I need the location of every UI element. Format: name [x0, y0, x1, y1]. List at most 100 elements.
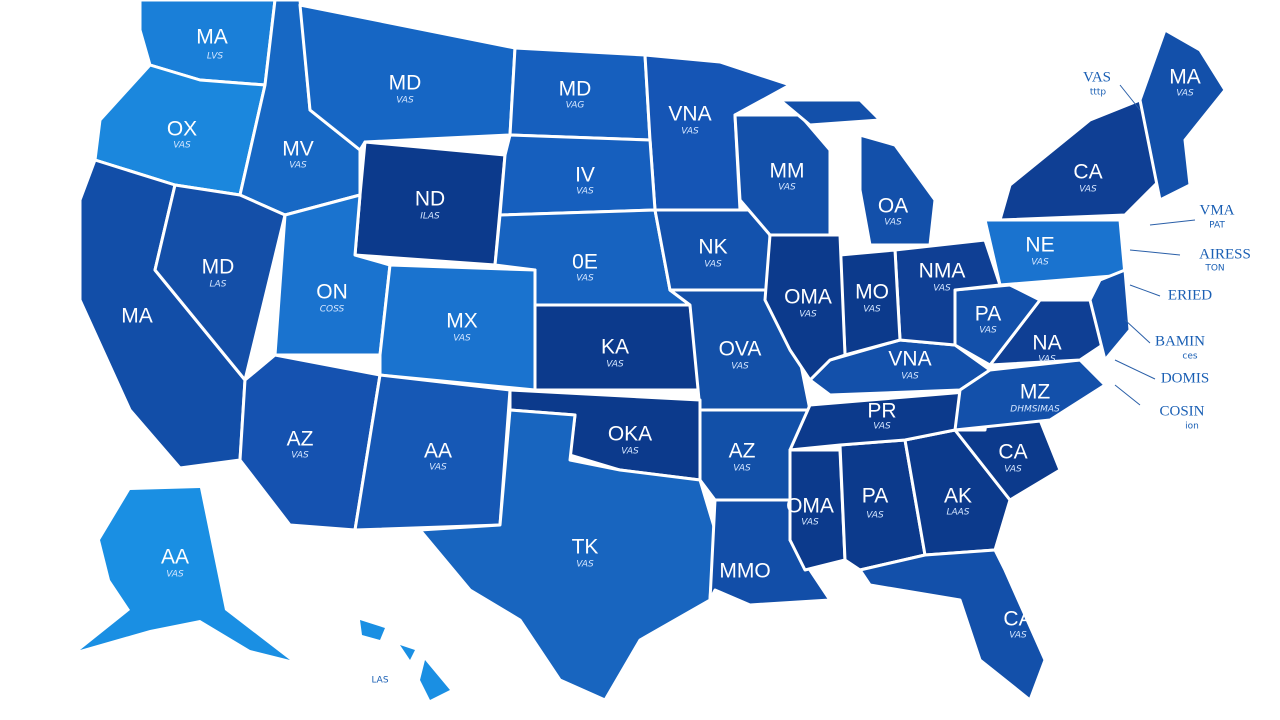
state-sublabel: VAS [621, 447, 639, 457]
state-sublabel: VAS [866, 511, 884, 521]
state [80, 488, 290, 660]
state-label: AK [944, 485, 972, 508]
state-label: AZ [287, 428, 314, 451]
state-label: CA [1073, 161, 1102, 184]
state-sublabel: VAS [933, 284, 951, 294]
callout-label: ERIED [1168, 287, 1212, 303]
state-label: 0E [572, 251, 598, 274]
callout-label: DOMIS [1161, 370, 1209, 386]
state-sublabel: VAS [799, 310, 817, 320]
leader-line [1129, 284, 1161, 297]
state-label: OKA [608, 423, 652, 446]
state-label: MMO [719, 560, 770, 583]
state-sublabel: LVS [207, 52, 224, 62]
leader-line [1124, 319, 1151, 344]
state-label: AZ [729, 440, 756, 463]
callout-sublabel: tttp [1090, 88, 1107, 98]
state-sublabel: VAS [731, 362, 749, 372]
state-label: TK [572, 536, 599, 559]
state [1138, 28, 1227, 202]
state-label: OA [878, 195, 908, 218]
state-sublabel: VAS [884, 218, 902, 228]
callout-sublabel: ion [1185, 422, 1199, 432]
state-sublabel: VAS [733, 464, 751, 474]
state-label: VNA [668, 103, 711, 126]
state-label: VNA [888, 348, 931, 371]
state-label: NA [1032, 332, 1061, 355]
state-sublabel: VAS [173, 141, 191, 151]
state-label: MA [121, 305, 153, 328]
state-sublabel: VAS [863, 305, 881, 315]
callout-sublabel: TON [1204, 264, 1224, 274]
state-label: ON [316, 281, 348, 304]
state-sublabel: VAS [576, 187, 594, 197]
state-sublabel: VAS [576, 560, 594, 570]
state-sublabel: VAS [1038, 355, 1056, 365]
state-sublabel: VAS [979, 326, 997, 336]
state-label: ND [415, 188, 445, 211]
leaders [1114, 84, 1196, 406]
leader-line [1149, 219, 1196, 226]
states [78, 0, 1227, 702]
callout-label: VAS [1083, 69, 1111, 85]
callout-sublabel: PAT [1209, 221, 1225, 231]
state-sublabel: VAS [166, 570, 184, 580]
state [763, 233, 847, 382]
state-sublabel: VAS [291, 451, 309, 461]
state-sublabel: LAS [210, 280, 227, 290]
state-label: MM [770, 160, 805, 183]
state [153, 183, 287, 382]
state-sublabel: VAS [681, 127, 699, 137]
state-label: KA [601, 336, 629, 359]
state [788, 448, 847, 572]
state-label: IV [575, 164, 595, 187]
state [983, 218, 1127, 287]
state-label: AA [424, 440, 452, 463]
state-label: MO [855, 281, 889, 304]
callout-label: VMA [1199, 202, 1234, 218]
state-sublabel: VAS [1009, 631, 1027, 641]
callout-label: COSIN [1159, 403, 1204, 419]
callout-label: AIRESS [1199, 246, 1251, 262]
state-sublabel: VAS [429, 463, 447, 473]
state-label: MX [446, 310, 478, 333]
state [418, 408, 717, 702]
state-label: AA [161, 546, 189, 569]
state-sublabel: VAS [576, 274, 594, 284]
callout-label: BAMIN [1155, 333, 1205, 349]
state-label: OVA [719, 338, 762, 361]
state-sublabel: LAAS [946, 508, 969, 518]
state-sublabel: VAS [801, 518, 819, 528]
state-sublabel: VAS [1031, 258, 1049, 268]
state-label: MZ [1020, 381, 1050, 404]
state-sublabel: VAS [704, 260, 722, 270]
state-sublabel: VAG [566, 101, 585, 111]
state-label: PR [867, 400, 896, 423]
state [1088, 268, 1132, 362]
leader-line [1114, 384, 1141, 406]
state [858, 548, 1047, 702]
state-label: CA [998, 441, 1027, 464]
state-sublabel: COSS [320, 305, 345, 315]
state-sublabel: VAS [453, 334, 471, 344]
state-label: OMA [786, 495, 834, 518]
leader-line [1119, 84, 1141, 111]
state-sublabel: VAS [396, 96, 414, 106]
state-sublabel: VAS [1004, 465, 1022, 475]
state-sublabel: VAS [1176, 89, 1194, 99]
leader-line [1114, 359, 1156, 380]
state-label: MA [1169, 66, 1201, 89]
state-sublabel: DHMSIMAS [1010, 405, 1060, 415]
state-label: PA [975, 303, 1001, 326]
state-label: OX [167, 118, 197, 141]
state-sublabel: ILAS [420, 212, 440, 222]
state-sublabel: VAS [901, 372, 919, 382]
state-sublabel: VAS [873, 422, 891, 432]
state-sublabel: VAS [1079, 185, 1097, 195]
state-sublabel: VAS [606, 360, 624, 370]
state-label: MA [196, 26, 228, 49]
